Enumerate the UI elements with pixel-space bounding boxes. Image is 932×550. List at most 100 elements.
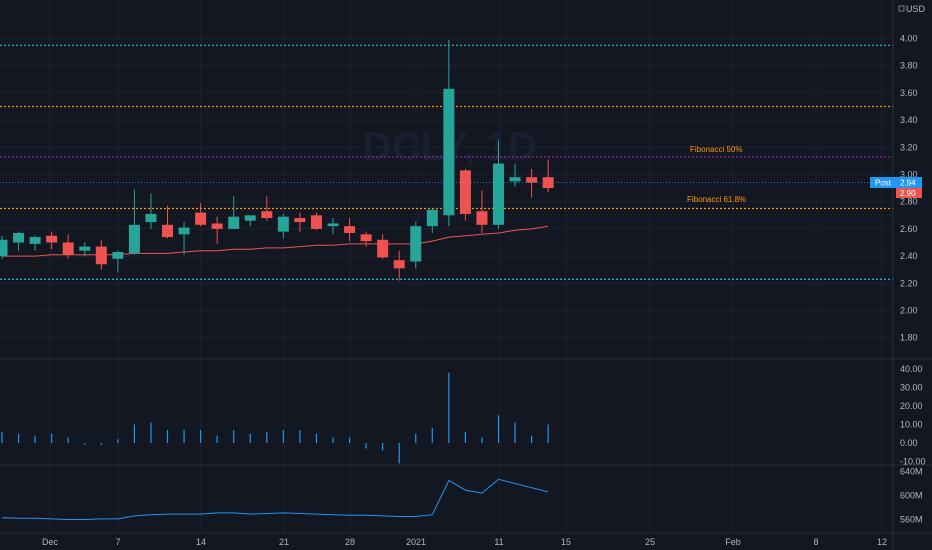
- date-axis[interactable]: Dec 7 14 21 28 2021 11 15 25 Feb 8 12: [42, 537, 887, 547]
- candle-body: [13, 232, 25, 243]
- candle: [128, 189, 140, 255]
- date-tick-label: 15: [561, 537, 571, 547]
- date-tick-label: 21: [279, 537, 289, 547]
- date-tick-label: 12: [877, 537, 887, 547]
- candle-body: [476, 211, 488, 225]
- date-tick-label: Feb: [725, 537, 741, 547]
- date-tick-label: 2021: [406, 537, 426, 547]
- candle-body: [29, 237, 41, 244]
- candle: [95, 239, 107, 270]
- candle: [310, 212, 322, 231]
- candle-body: [410, 226, 422, 262]
- price-tick-label: 3.60: [900, 88, 918, 98]
- candle-body: [327, 223, 339, 227]
- candle-body: [244, 215, 256, 221]
- candle: [542, 159, 554, 193]
- candle: [228, 196, 240, 229]
- candle-body: [79, 246, 91, 251]
- candle: [476, 190, 488, 233]
- candle: [261, 196, 273, 221]
- fibonacci-levels[interactable]: [0, 44, 893, 280]
- indicator-tick-label: 560M: [900, 515, 923, 525]
- candle: [459, 169, 471, 221]
- fib-618-label: Fibonacci 61.8%: [687, 195, 746, 204]
- candle-body: [360, 234, 372, 242]
- candle-body: [443, 88, 455, 216]
- candle: [526, 169, 538, 198]
- candle-body: [310, 215, 322, 229]
- candle: [244, 215, 256, 227]
- candle: [145, 193, 157, 229]
- volume-tick-label: 30.00: [900, 383, 923, 393]
- price-axis[interactable]: 4.00 3.80 3.60 3.40 3.20 3.00 2.80 2.60 2.40 2.20…: [900, 34, 918, 343]
- candle-body: [493, 163, 504, 225]
- moving-average: [2, 225, 549, 257]
- candle: [29, 235, 41, 251]
- date-tick-label: 25: [645, 537, 655, 547]
- price-tick-label: 3.00: [900, 170, 918, 180]
- indicator-tick-label: 600M: [900, 491, 923, 501]
- candle-body: [178, 227, 190, 235]
- price-tick-label: 2.40: [900, 251, 918, 261]
- candle-body: [344, 226, 356, 233]
- candle: [79, 242, 91, 257]
- candle-body: [509, 177, 521, 182]
- candle-body: [377, 239, 389, 258]
- candle-body: [294, 218, 306, 223]
- candle-body: [112, 252, 124, 259]
- candle-body: [162, 224, 173, 238]
- price-tick-label: 4.00: [900, 34, 918, 44]
- volume-axis: 40.00 30.00 20.00 10.00 0.00 -10.00: [900, 364, 926, 467]
- candle: [443, 39, 455, 227]
- post-price-badge: 2.94: [900, 179, 916, 188]
- indicator-tick-label: 640M: [900, 467, 923, 477]
- price-tick-label: 2.80: [900, 197, 918, 207]
- candle: [327, 218, 339, 235]
- last-price-value: 2.90: [900, 189, 916, 198]
- price-tick-label: 2.60: [900, 224, 918, 234]
- candle: [13, 231, 25, 251]
- candle-body: [46, 235, 58, 243]
- candle: [410, 222, 422, 269]
- candle: [62, 234, 74, 259]
- volume-tick-label: 0.00: [900, 438, 918, 448]
- candlestick-series[interactable]: [0, 39, 554, 281]
- candle-body: [277, 216, 289, 232]
- post-badge-label-bg: [870, 177, 896, 188]
- date-tick-label: 28: [345, 537, 355, 547]
- candle: [112, 250, 124, 273]
- candle: [294, 212, 306, 232]
- volume-tick-label: -10.00: [900, 457, 926, 467]
- volume-tick-label: 10.00: [900, 420, 923, 430]
- date-tick-label: 14: [196, 537, 206, 547]
- candle-body: [526, 177, 538, 183]
- currency-lock-icon[interactable]: [898, 5, 905, 12]
- date-tick-label: 8: [813, 537, 818, 547]
- volume-tick-label: 20.00: [900, 401, 923, 411]
- post-market-badge: Post 2.94: [870, 177, 922, 188]
- fib-50-label: Fibonacci 50%: [690, 145, 742, 154]
- candle-body: [393, 260, 405, 269]
- candle-body: [426, 209, 438, 227]
- candle: [493, 140, 504, 229]
- post-price-badge-bg: [896, 177, 922, 188]
- price-tick-label: 2.20: [900, 278, 918, 288]
- candle-body: [145, 213, 157, 223]
- candle: [509, 163, 521, 187]
- candle: [178, 222, 190, 255]
- candle: [0, 235, 8, 259]
- candle: [393, 250, 405, 281]
- candle-body: [62, 242, 74, 255]
- moving-average-line: [2, 225, 549, 257]
- candle-body: [228, 216, 240, 229]
- post-badge-label: Post: [875, 179, 892, 188]
- last-price-badge-bg: [896, 188, 922, 198]
- candle-body: [95, 246, 107, 265]
- candle: [426, 208, 438, 233]
- candle: [377, 234, 389, 259]
- volume-series: [1, 372, 549, 464]
- volume-tick-label: 40.00: [900, 364, 923, 374]
